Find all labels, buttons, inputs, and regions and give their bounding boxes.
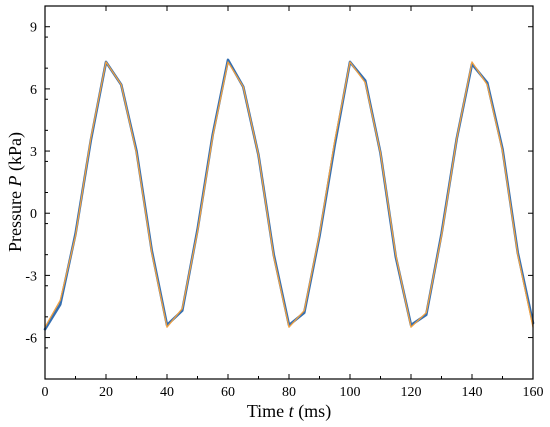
y-tick-label: -3 <box>25 269 37 284</box>
x-tick-label: 80 <box>282 385 296 400</box>
series-line-2 <box>44 61 534 328</box>
series-line-1 <box>43 58 535 331</box>
y-axis-title: Pressure P (kPa) <box>5 132 26 252</box>
x-tick-label: 120 <box>401 385 422 400</box>
x-tick-label: 40 <box>160 385 174 400</box>
x-tick-label: 160 <box>523 385 544 400</box>
x-tick-label: 20 <box>99 385 113 400</box>
x-tick-label: 140 <box>462 385 483 400</box>
y-tick-label: 3 <box>30 145 37 160</box>
x-tick-label: 100 <box>340 385 361 400</box>
y-tick-label: 9 <box>30 21 37 36</box>
y-tick-label: 6 <box>30 83 37 98</box>
x-tick-label: 60 <box>221 385 235 400</box>
axis-ticks: 0 20 40 60 80 100 120 140 160 -6 -3 0 3 6 9 <box>25 5 544 400</box>
y-tick-label: -6 <box>25 332 37 347</box>
x-tick-label: 0 <box>42 385 49 400</box>
plot-data <box>43 58 535 331</box>
x-axis-title: Time t (ms) <box>247 401 331 422</box>
y-tick-label: 0 <box>30 207 37 222</box>
